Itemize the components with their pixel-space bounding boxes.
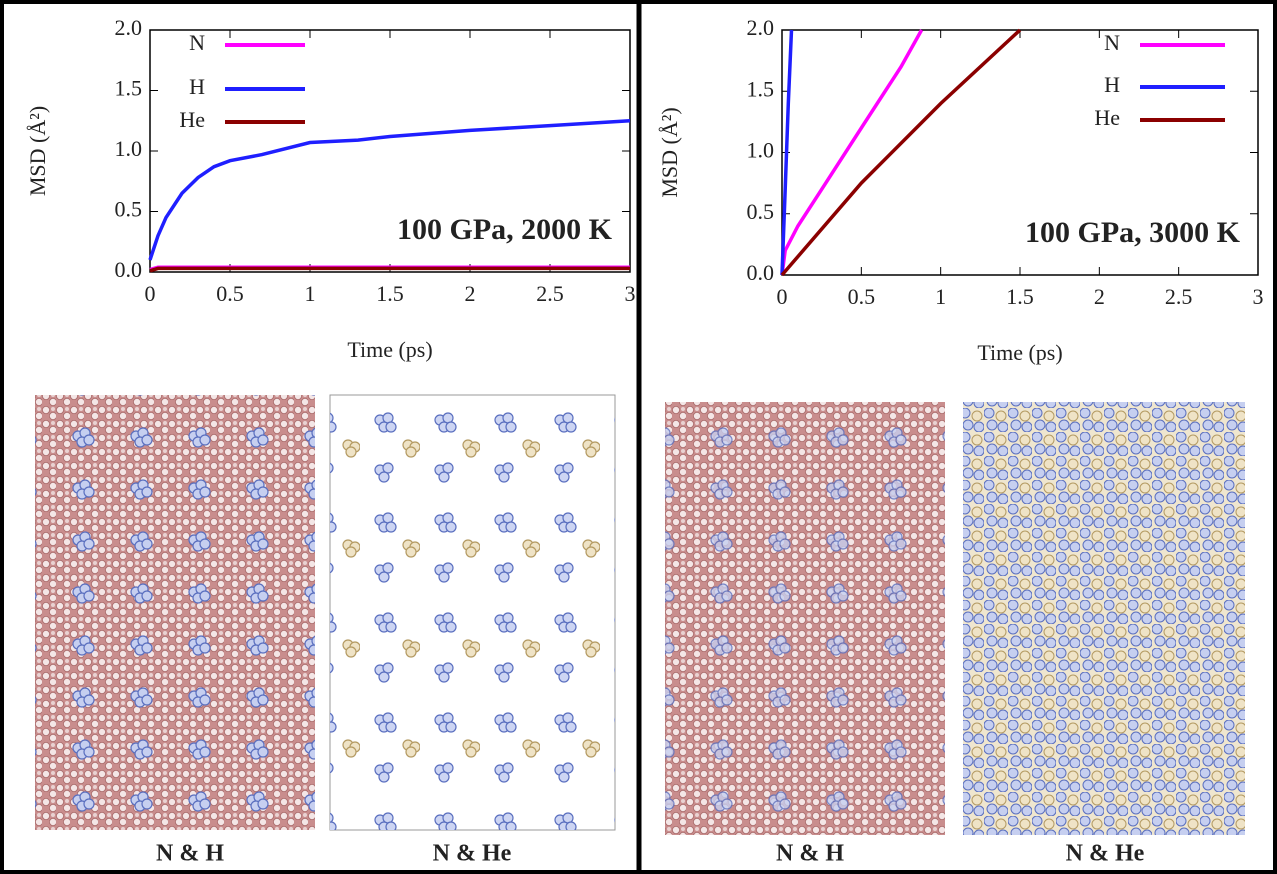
x-tick-label: 1 — [305, 281, 316, 306]
x-tick-label: 3 — [625, 281, 636, 306]
series-line — [148, 119, 631, 261]
snapshot-label: N & He — [433, 841, 512, 867]
x-tick-label: 2.5 — [1165, 284, 1193, 309]
annotation: 100 GPa, 2000 K — [397, 213, 613, 246]
y-tick-label: 0.5 — [747, 199, 775, 224]
legend-label: N — [1104, 30, 1120, 55]
legend-label: N — [189, 30, 205, 55]
x-tick-label: 0 — [145, 281, 156, 306]
x-tick-label: 2 — [1094, 284, 1105, 309]
x-tick-label: 1 — [935, 284, 946, 309]
legend-label: H — [189, 74, 205, 99]
x-tick-label: 0 — [777, 284, 788, 309]
y-axis-label: MSD (Å²) — [25, 106, 50, 196]
y-tick-label: 0.0 — [747, 260, 775, 285]
y-tick-label: 0.5 — [115, 197, 143, 222]
legend-label: He — [179, 107, 205, 132]
y-tick-label: 2.0 — [115, 15, 143, 40]
snapshot-label: N & H — [776, 841, 844, 867]
x-tick-label: 2 — [465, 281, 476, 306]
x-tick-label: 0.5 — [216, 281, 244, 306]
x-tick-label: 1.5 — [1006, 284, 1034, 309]
x-tick-label: 3 — [1253, 284, 1264, 309]
snapshot-label: N & H — [156, 841, 224, 867]
series-line — [780, 29, 924, 276]
x-axis-label: Time (ps) — [347, 337, 432, 362]
x-tick-label: 1.5 — [376, 281, 404, 306]
series-line — [780, 28, 1022, 277]
legend-label: H — [1104, 72, 1120, 97]
annotation: 100 GPa, 3000 K — [1025, 216, 1241, 249]
series-line — [149, 266, 630, 273]
y-tick-label: 0.0 — [115, 257, 143, 282]
y-tick-label: 1.0 — [747, 138, 775, 163]
y-tick-label: 2.0 — [747, 15, 775, 40]
snapshot-label: N & He — [1066, 841, 1145, 867]
y-tick-label: 1.0 — [115, 136, 143, 161]
legend-label: He — [1094, 105, 1120, 130]
x-axis-label: Time (ps) — [977, 340, 1062, 365]
y-tick-label: 1.5 — [747, 76, 775, 101]
snapshots — [35, 394, 1245, 835]
series-line — [780, 29, 794, 276]
x-tick-label: 2.5 — [536, 281, 564, 306]
x-tick-label: 0.5 — [848, 284, 876, 309]
y-axis-label: MSD (Å²) — [657, 107, 682, 197]
y-tick-label: 1.5 — [115, 76, 143, 101]
